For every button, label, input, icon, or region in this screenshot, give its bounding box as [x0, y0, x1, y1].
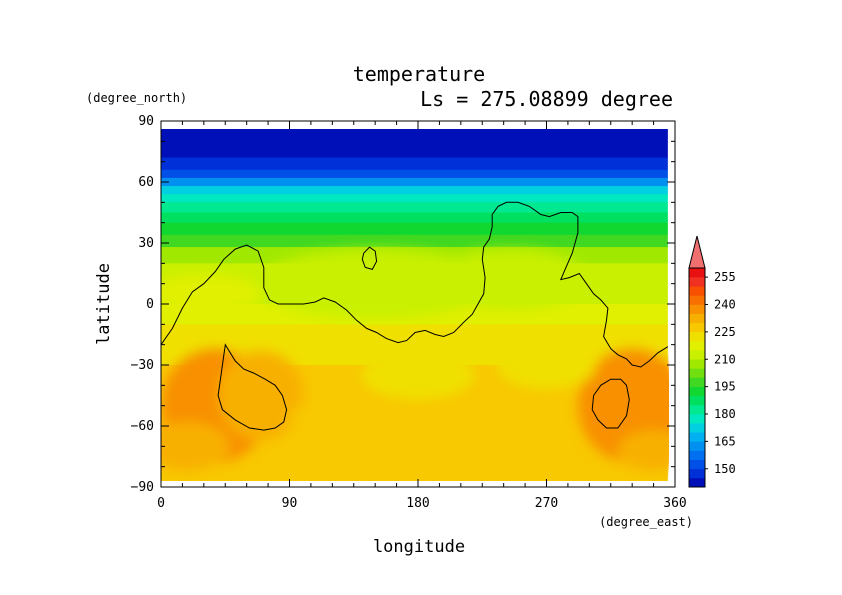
x-tick-label: 180: [406, 496, 429, 511]
colorbar-label: 240: [714, 298, 736, 312]
temperature-field: [161, 129, 669, 481]
colorbar: 150 165 180 195 210 225 240 255: [688, 235, 736, 488]
colorbar-label: 210: [714, 352, 736, 366]
lat-band: [161, 157, 668, 171]
y-tick-label: −90: [131, 480, 154, 495]
x-tick-label: 0: [157, 496, 165, 511]
colorbar-segment: [689, 313, 705, 324]
x-tick-label: 270: [535, 496, 558, 511]
x-units-label: (degree_east): [599, 515, 693, 529]
y-tick-label: 0: [146, 297, 154, 312]
y-tick-label: −60: [131, 419, 154, 434]
colorbar-segment: [689, 359, 705, 369]
lat-band: [161, 141, 668, 159]
colorbar-segment: [689, 350, 705, 360]
colorbar-label: 195: [714, 380, 736, 394]
colorbar-segment: [689, 304, 705, 314]
lat-band: [161, 212, 668, 224]
colorbar-segment: [689, 322, 705, 333]
chart-title: temperature: [353, 62, 485, 86]
lat-band: [161, 222, 668, 236]
colorbar-segment: [689, 277, 705, 287]
colorbar-segment: [689, 441, 705, 451]
temperature-anomaly: [161, 273, 261, 315]
lat-band: [161, 169, 668, 179]
topography-elysium-contour: [361, 246, 378, 270]
colorbar-label: 165: [714, 434, 736, 448]
colorbar-segment: [689, 386, 705, 397]
y-tick-label: 60: [138, 175, 154, 190]
colorbar-segment: [689, 368, 705, 378]
colorbar-segment: [689, 414, 705, 424]
lat-band: [161, 324, 668, 346]
lat-band: [161, 194, 668, 203]
colorbar-segment: [689, 341, 705, 351]
y-tick-label: −30: [131, 358, 154, 373]
colorbar-segment: [689, 423, 705, 433]
x-tick-label: 360: [663, 496, 686, 511]
y-axis-label: latitude: [94, 263, 114, 345]
colorbar-label: 225: [714, 325, 736, 339]
y-units-label: (degree_north): [86, 91, 187, 105]
colorbar-segment: [689, 404, 705, 415]
colorbar-segment: [689, 450, 705, 460]
temperature-anomaly: [617, 430, 669, 471]
temperature-anomaly: [432, 249, 590, 311]
lat-band: [161, 177, 668, 187]
colorbar-frame: [688, 267, 706, 488]
colorbar-segment: [689, 395, 705, 406]
topography-argyre-contour: [591, 378, 630, 429]
lat-band: [161, 202, 668, 214]
topography-hellas-contour: [217, 343, 288, 431]
temperature-anomaly: [161, 421, 230, 471]
colorbar-label: 150: [714, 462, 736, 476]
colorbar-segment: [689, 286, 705, 296]
temperature-anomaly: [289, 405, 319, 435]
colorbar-segment: [689, 268, 705, 278]
temperature-anomaly: [253, 249, 497, 319]
colorbar-label: 180: [714, 407, 736, 421]
lat-band: [161, 129, 668, 142]
colorbar-segment: [689, 468, 705, 479]
topography-north-contour: [161, 201, 669, 368]
colorbar-segment: [689, 331, 705, 342]
y-tick-label: 30: [138, 236, 154, 251]
temperature-anomaly: [496, 340, 597, 390]
axis-ticks: 0 90 180 270 360 90 60 30 0 −30 −60 −90: [131, 114, 687, 511]
lat-band: [161, 234, 668, 248]
temperature-anomaly: [218, 350, 304, 441]
colorbar-segment: [689, 459, 705, 470]
colorbar-segment: [689, 377, 705, 387]
x-axis-label: longitude: [373, 537, 465, 557]
chart-subtitle: Ls = 275.08899 degree: [420, 87, 673, 111]
colorbar-segment: [689, 295, 705, 305]
colorbar-segment: [689, 432, 705, 442]
temperature-anomaly: [360, 350, 476, 400]
lat-band: [161, 186, 668, 195]
lat-band: [161, 456, 668, 481]
y-tick-label: 90: [138, 114, 154, 129]
temperature-anomalies: [161, 249, 669, 471]
x-tick-label: 90: [282, 496, 298, 511]
colorbar-label: 255: [714, 270, 736, 284]
colorbar-overflow-triangle: [688, 235, 706, 269]
colorbar-segment: [689, 477, 705, 488]
topography-contours: [161, 201, 669, 431]
